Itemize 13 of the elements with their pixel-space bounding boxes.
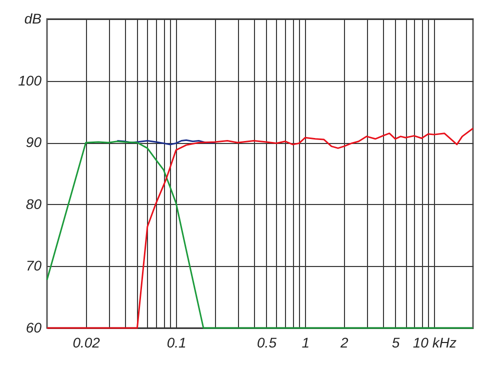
y-tick-label: 90 [26,134,42,150]
x-tick-label: 5 [392,334,400,350]
x-tick-label: 0.1 [166,334,186,350]
y-tick-label: dB [24,10,42,26]
y-tick-label: 60 [26,320,42,336]
x-tick-label: 0.02 [72,334,100,350]
y-tick-label: 80 [26,196,42,212]
y-tick-label: 70 [26,258,42,274]
x-tick-label: 0.5 [257,334,277,350]
x-tick-label: 1 [302,334,310,350]
y-tick-label: 100 [18,72,42,88]
x-tick-label: 10 kHz [412,334,456,350]
x-tick-label: 2 [340,334,349,350]
